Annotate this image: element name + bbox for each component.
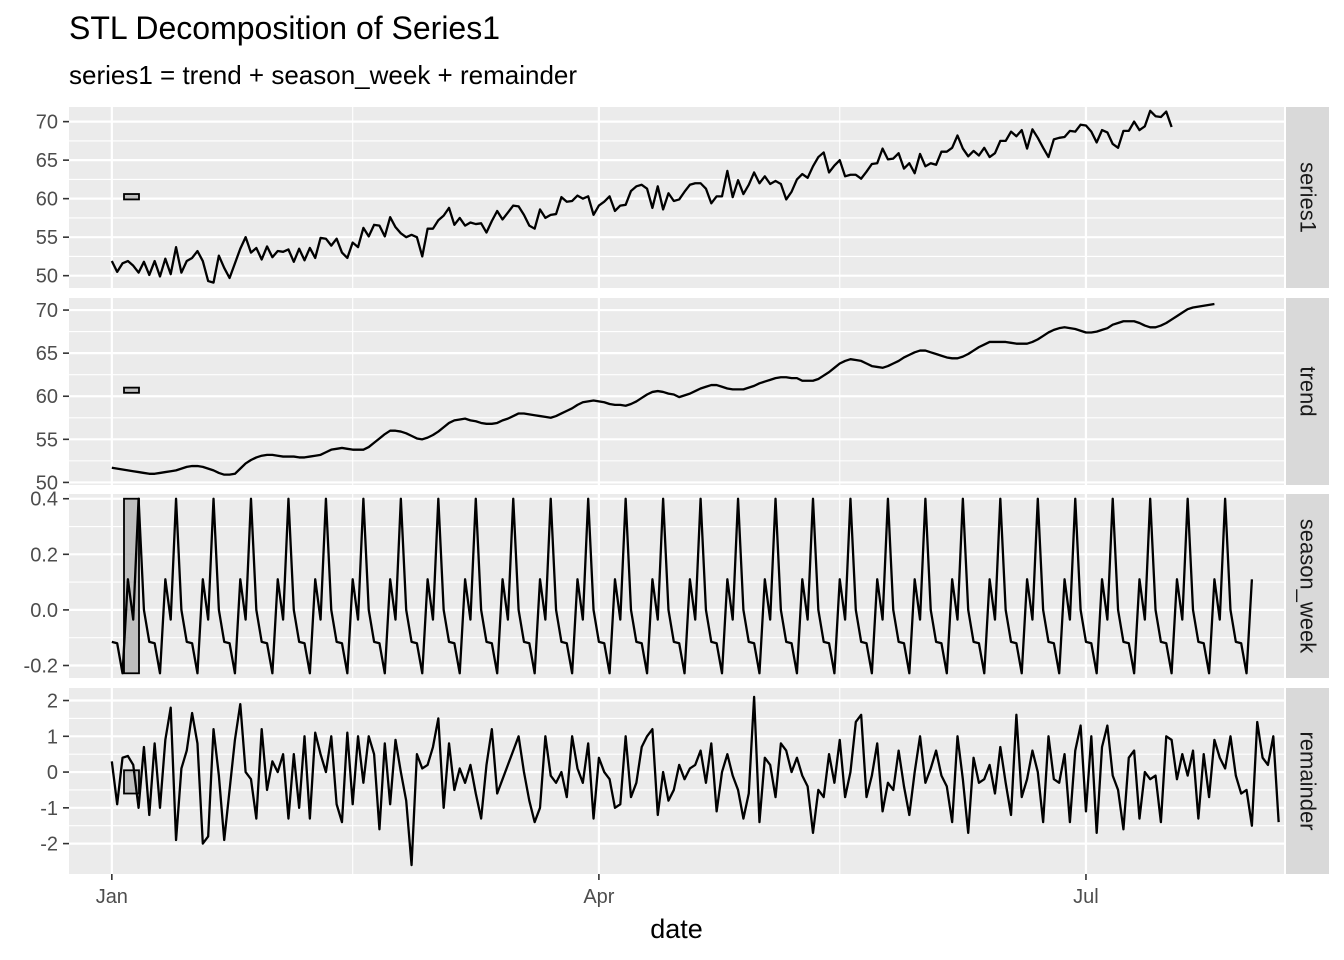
y-tick-label-season_week: 0.0 — [30, 600, 58, 622]
scale-bar-series1 — [123, 193, 140, 201]
y-tick-label-series1: 65 — [36, 150, 58, 172]
y-tick-label-season_week: 0.2 — [30, 544, 58, 566]
series-line-remainder — [110, 695, 1280, 867]
x-axis-title: date — [650, 914, 703, 944]
y-tick-label-trend: 55 — [36, 429, 58, 451]
panel-background-season_week — [69, 494, 1284, 678]
panel-background-series1 — [69, 107, 1284, 288]
y-tick-label-series1: 60 — [36, 189, 58, 211]
series-line-series1 — [110, 109, 1173, 284]
panel-background-trend — [69, 298, 1284, 485]
series-line-trend — [111, 302, 1215, 476]
y-tick-label-trend: 60 — [36, 386, 58, 408]
y-tick-label-trend: 65 — [36, 343, 58, 365]
y-tick-label-remainder: -1 — [40, 798, 58, 820]
strip-trend — [1286, 298, 1329, 485]
series-line-season_week — [111, 497, 1254, 675]
x-tick-label: Jul — [1073, 886, 1099, 908]
y-tick-label-season_week: 0.4 — [30, 489, 58, 511]
y-tick-label-series1: 55 — [36, 227, 58, 249]
x-tick-label: Jan — [96, 886, 128, 908]
chart-subtitle: series1 = trend + season_week + remainde… — [69, 60, 578, 90]
strip-season_week — [1286, 494, 1329, 678]
strip-label-remainder: remainder — [1296, 731, 1321, 830]
strip-label-season_week: season_week — [1296, 519, 1321, 655]
strip-label-series1: series1 — [1296, 162, 1321, 233]
scale-bar-season_week — [123, 497, 140, 675]
y-tick-label-remainder: 0 — [47, 762, 58, 784]
y-tick-label-trend: 70 — [36, 300, 58, 322]
scale-bar-trend — [123, 386, 140, 394]
y-tick-label-remainder: -2 — [40, 834, 58, 856]
strip-label-trend: trend — [1296, 366, 1321, 416]
strip-remainder — [1286, 688, 1329, 874]
y-tick-label-season_week: -0.2 — [24, 655, 58, 677]
chart-title: STL Decomposition of Series1 — [69, 10, 501, 46]
strip-series1 — [1286, 107, 1329, 288]
y-tick-label-remainder: 2 — [47, 691, 58, 713]
y-tick-label-series1: 50 — [36, 266, 58, 288]
x-tick-label: Apr — [583, 886, 614, 908]
y-tick-label-series1: 70 — [36, 112, 58, 134]
y-tick-label-trend: 50 — [36, 472, 58, 494]
y-tick-label-remainder: 1 — [47, 726, 58, 748]
